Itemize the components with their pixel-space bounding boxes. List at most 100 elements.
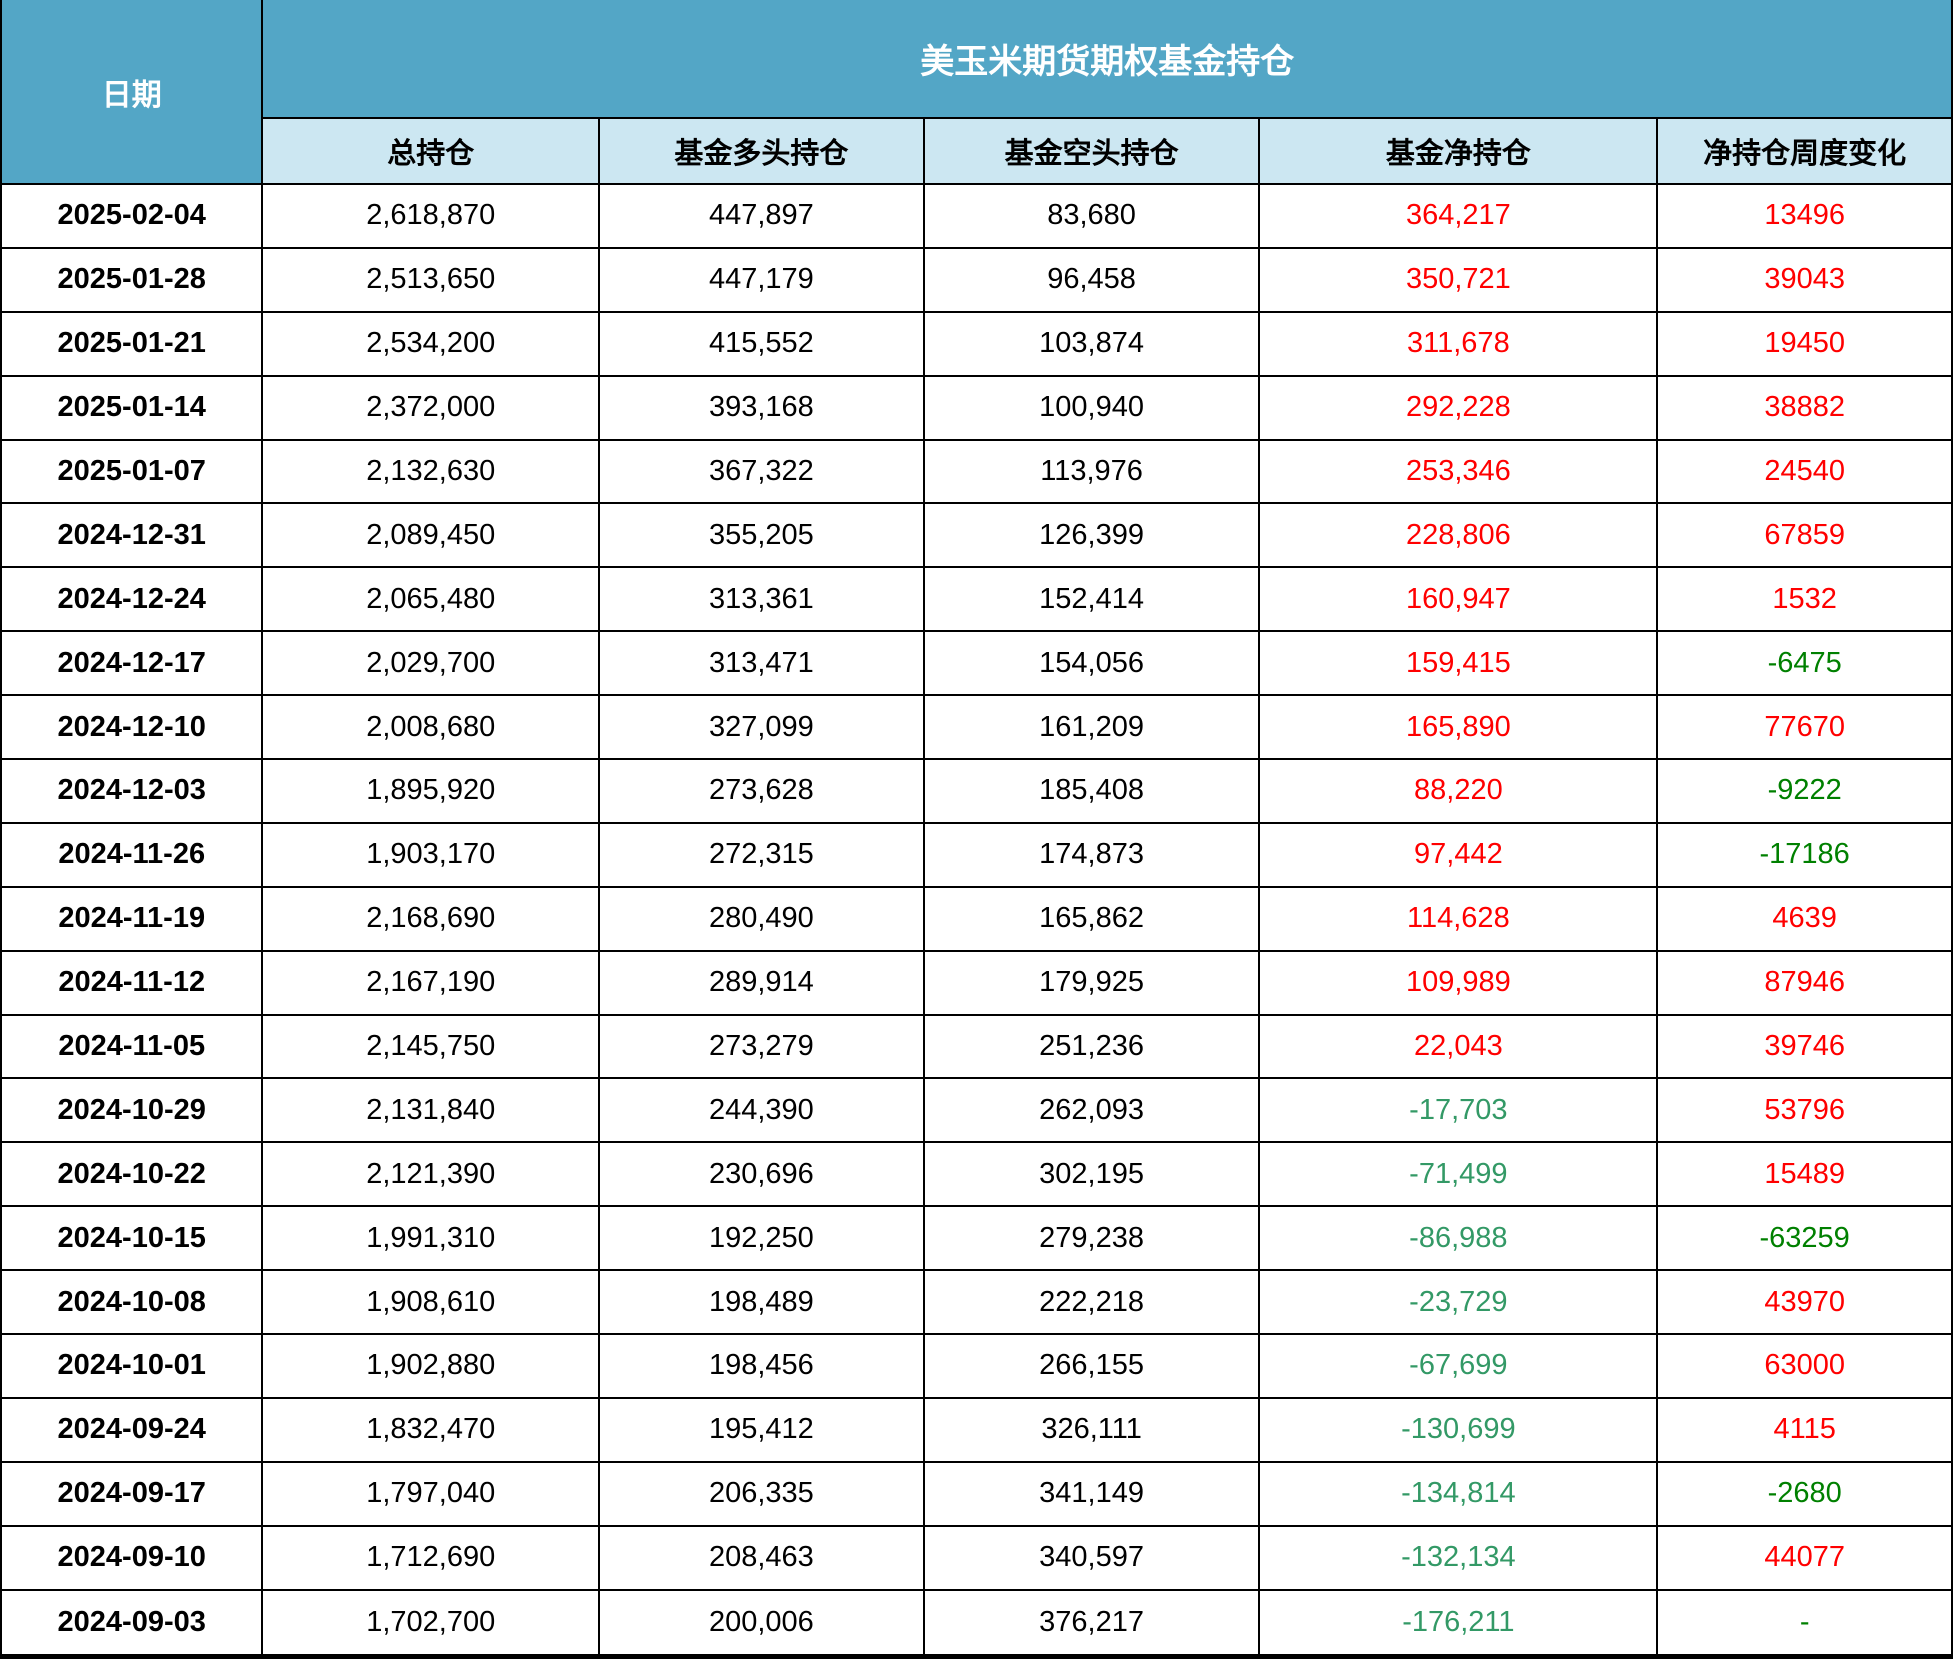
table-row: 2024-10-22 2,121,390 230,696 302,195 -71,499… xyxy=(0,1141,1953,1208)
fund-long-cell: 367,322 xyxy=(597,438,925,505)
table-title: 美玉米期货期权基金持仓 xyxy=(261,0,1953,119)
fund-short-cell: 126,399 xyxy=(922,502,1261,569)
fund-short-cell: 154,056 xyxy=(922,630,1261,697)
weekly-change-cell: 44077 xyxy=(1656,1524,1953,1591)
total-oi-cell: 2,029,700 xyxy=(261,630,600,697)
date-cell: 2024-12-24 xyxy=(0,566,264,633)
title-row: 日期 美玉米期货期权基金持仓 xyxy=(0,0,1953,185)
fund-short-cell: 100,940 xyxy=(922,374,1261,441)
total-oi-cell: 1,908,610 xyxy=(261,1269,600,1336)
weekly-change-cell: 38882 xyxy=(1656,374,1953,441)
fund-net-cell: 160,947 xyxy=(1258,566,1659,633)
total-oi-cell: 2,168,690 xyxy=(261,885,600,952)
date-cell: 2024-11-12 xyxy=(0,949,264,1016)
fund-long-cell: 289,914 xyxy=(597,949,925,1016)
date-cell: 2025-02-04 xyxy=(0,183,264,249)
column-header-fund-short: 基金空头持仓 xyxy=(922,117,1261,185)
fund-net-cell: -67,699 xyxy=(1258,1333,1659,1399)
fund-long-cell: 273,279 xyxy=(597,1013,925,1080)
fund-long-cell: 355,205 xyxy=(597,502,925,569)
table-row: 2024-11-12 2,167,190 289,914 179,925 109,989… xyxy=(0,949,1953,1016)
total-oi-cell: 2,534,200 xyxy=(261,310,600,377)
fund-short-cell: 326,111 xyxy=(922,1396,1261,1463)
fund-long-cell: 206,335 xyxy=(597,1460,925,1527)
fund-short-cell: 262,093 xyxy=(922,1077,1261,1144)
total-oi-cell: 2,145,750 xyxy=(261,1013,600,1080)
fund-net-cell: 364,217 xyxy=(1258,183,1659,249)
total-oi-cell: 2,372,000 xyxy=(261,374,600,441)
column-header-weekly-change: 净持仓周度变化 xyxy=(1656,117,1953,185)
table-row: 2024-10-15 1,991,310 192,250 279,238 -86,988… xyxy=(0,1205,1953,1272)
table-row: 2024-11-19 2,168,690 280,490 165,862 114,628… xyxy=(0,885,1953,952)
fund-long-cell: 272,315 xyxy=(597,821,925,888)
date-cell: 2024-09-17 xyxy=(0,1460,264,1527)
fund-net-cell: 292,228 xyxy=(1258,374,1659,441)
fund-net-cell: -86,988 xyxy=(1258,1205,1659,1272)
weekly-change-cell: 77670 xyxy=(1656,694,1953,761)
table-row: 2024-09-17 1,797,040 206,335 341,149 -134,81… xyxy=(0,1460,1953,1527)
total-oi-cell: 2,089,450 xyxy=(261,502,600,569)
total-oi-cell: 1,702,700 xyxy=(261,1588,600,1659)
total-oi-cell: 2,618,870 xyxy=(261,183,600,249)
column-header-row: 总持仓 基金多头持仓 基金空头持仓 基金净持仓 净持仓周度变化 xyxy=(1,117,1953,185)
weekly-change-cell: 1532 xyxy=(1656,566,1953,633)
total-oi-cell: 1,902,880 xyxy=(261,1333,600,1399)
date-cell: 2024-09-24 xyxy=(0,1396,264,1463)
table-row: 2024-09-10 1,712,690 208,463 340,597 -132,13… xyxy=(0,1524,1953,1591)
fund-short-cell: 266,155 xyxy=(922,1333,1261,1399)
fund-net-cell: 22,043 xyxy=(1258,1013,1659,1080)
table-row: 2024-12-17 2,029,700 313,471 154,056 159,415… xyxy=(0,630,1953,697)
weekly-change-cell: - xyxy=(1656,1588,1953,1659)
fund-short-cell: 83,680 xyxy=(922,183,1261,249)
weekly-change-cell: -6475 xyxy=(1656,630,1953,697)
date-cell: 2025-01-28 xyxy=(0,246,264,313)
fund-short-cell: 152,414 xyxy=(922,566,1261,633)
weekly-change-cell: 39746 xyxy=(1656,1013,1953,1080)
fund-short-cell: 302,195 xyxy=(922,1141,1261,1208)
fund-long-cell: 313,361 xyxy=(597,566,925,633)
fund-short-cell: 185,408 xyxy=(922,758,1261,824)
date-cell: 2024-09-10 xyxy=(0,1524,264,1591)
weekly-change-cell: -63259 xyxy=(1656,1205,1953,1272)
date-column-header: 日期 xyxy=(0,0,264,185)
date-cell: 2024-11-19 xyxy=(0,885,264,952)
date-cell: 2024-10-15 xyxy=(0,1205,264,1272)
fund-short-cell: 103,874 xyxy=(922,310,1261,377)
total-oi-cell: 2,131,840 xyxy=(261,1077,600,1144)
total-oi-cell: 1,712,690 xyxy=(261,1524,600,1591)
total-oi-cell: 1,903,170 xyxy=(261,821,600,888)
fund-short-cell: 174,873 xyxy=(922,821,1261,888)
date-cell: 2024-12-03 xyxy=(0,758,264,824)
weekly-change-cell: 4115 xyxy=(1656,1396,1953,1463)
fund-long-cell: 200,006 xyxy=(597,1588,925,1659)
fund-long-cell: 273,628 xyxy=(597,758,925,824)
total-oi-cell: 2,132,630 xyxy=(261,438,600,505)
fund-net-cell: -17,703 xyxy=(1258,1077,1659,1144)
fund-long-cell: 244,390 xyxy=(597,1077,925,1144)
date-cell: 2024-10-22 xyxy=(0,1141,264,1208)
fund-net-cell: 311,678 xyxy=(1258,310,1659,377)
date-cell: 2025-01-07 xyxy=(0,438,264,505)
table-row: 2024-12-03 1,895,920 273,628 185,408 88,220-… xyxy=(0,758,1953,824)
column-header-total-oi: 总持仓 xyxy=(261,117,600,185)
weekly-change-cell: 4639 xyxy=(1656,885,1953,952)
column-header-fund-net: 基金净持仓 xyxy=(1258,117,1659,185)
fund-long-cell: 230,696 xyxy=(597,1141,925,1208)
date-cell: 2024-10-08 xyxy=(0,1269,264,1336)
weekly-change-cell: -17186 xyxy=(1656,821,1953,888)
fund-net-cell: 88,220 xyxy=(1258,758,1659,824)
fund-net-cell: -132,134 xyxy=(1258,1524,1659,1591)
fund-net-cell: -130,699 xyxy=(1258,1396,1659,1463)
weekly-change-cell: -9222 xyxy=(1656,758,1953,824)
fund-short-cell: 179,925 xyxy=(922,949,1261,1016)
date-cell: 2024-12-17 xyxy=(0,630,264,697)
fund-long-cell: 393,168 xyxy=(597,374,925,441)
fund-long-cell: 195,412 xyxy=(597,1396,925,1463)
fund-short-cell: 279,238 xyxy=(922,1205,1261,1272)
fund-long-cell: 327,099 xyxy=(597,694,925,761)
fund-long-cell: 208,463 xyxy=(597,1524,925,1591)
table-row: 2025-02-04 2,618,870 447,897 83,680 364,217 1… xyxy=(0,183,1953,249)
table-row: 2024-10-01 1,902,880 198,456 266,155 -67,699… xyxy=(0,1333,1953,1399)
fund-short-cell: 161,209 xyxy=(922,694,1261,761)
total-oi-cell: 2,008,680 xyxy=(261,694,600,761)
